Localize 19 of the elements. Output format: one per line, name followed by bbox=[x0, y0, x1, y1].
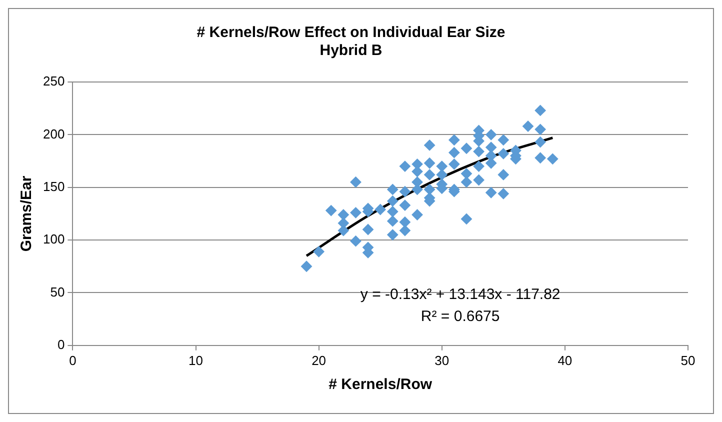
x-tick-label: 30 bbox=[434, 352, 450, 368]
x-axis-title: # Kernels/Row bbox=[328, 376, 432, 394]
x-tick-label: 10 bbox=[188, 352, 203, 368]
y-tick-label: 50 bbox=[50, 284, 65, 300]
y-tick-label: 200 bbox=[42, 126, 65, 142]
annotation: R² = 0.6675 bbox=[420, 308, 500, 325]
x-tick-label: 40 bbox=[558, 352, 572, 368]
y-tick-label: 100 bbox=[42, 232, 65, 247]
y-tick-label: 150 bbox=[42, 178, 65, 194]
y-tick-label: 0 bbox=[57, 336, 65, 352]
y-tick-label: 250 bbox=[42, 74, 65, 89]
chart-title: # Kernels/Row Effect on Individual Ear Size bbox=[196, 24, 506, 42]
y-axis-title: Grams/Ear bbox=[18, 176, 36, 252]
x-tick-label: 20 bbox=[312, 352, 326, 368]
x-tick-label: 0 bbox=[69, 352, 76, 368]
x-tick-label: 50 bbox=[680, 352, 696, 368]
chart-subtitle: Hybrid B bbox=[320, 42, 382, 60]
line-series bbox=[305, 136, 554, 258]
annotation: y = -0.13x² + 13.143x - 117.82 bbox=[360, 286, 560, 303]
